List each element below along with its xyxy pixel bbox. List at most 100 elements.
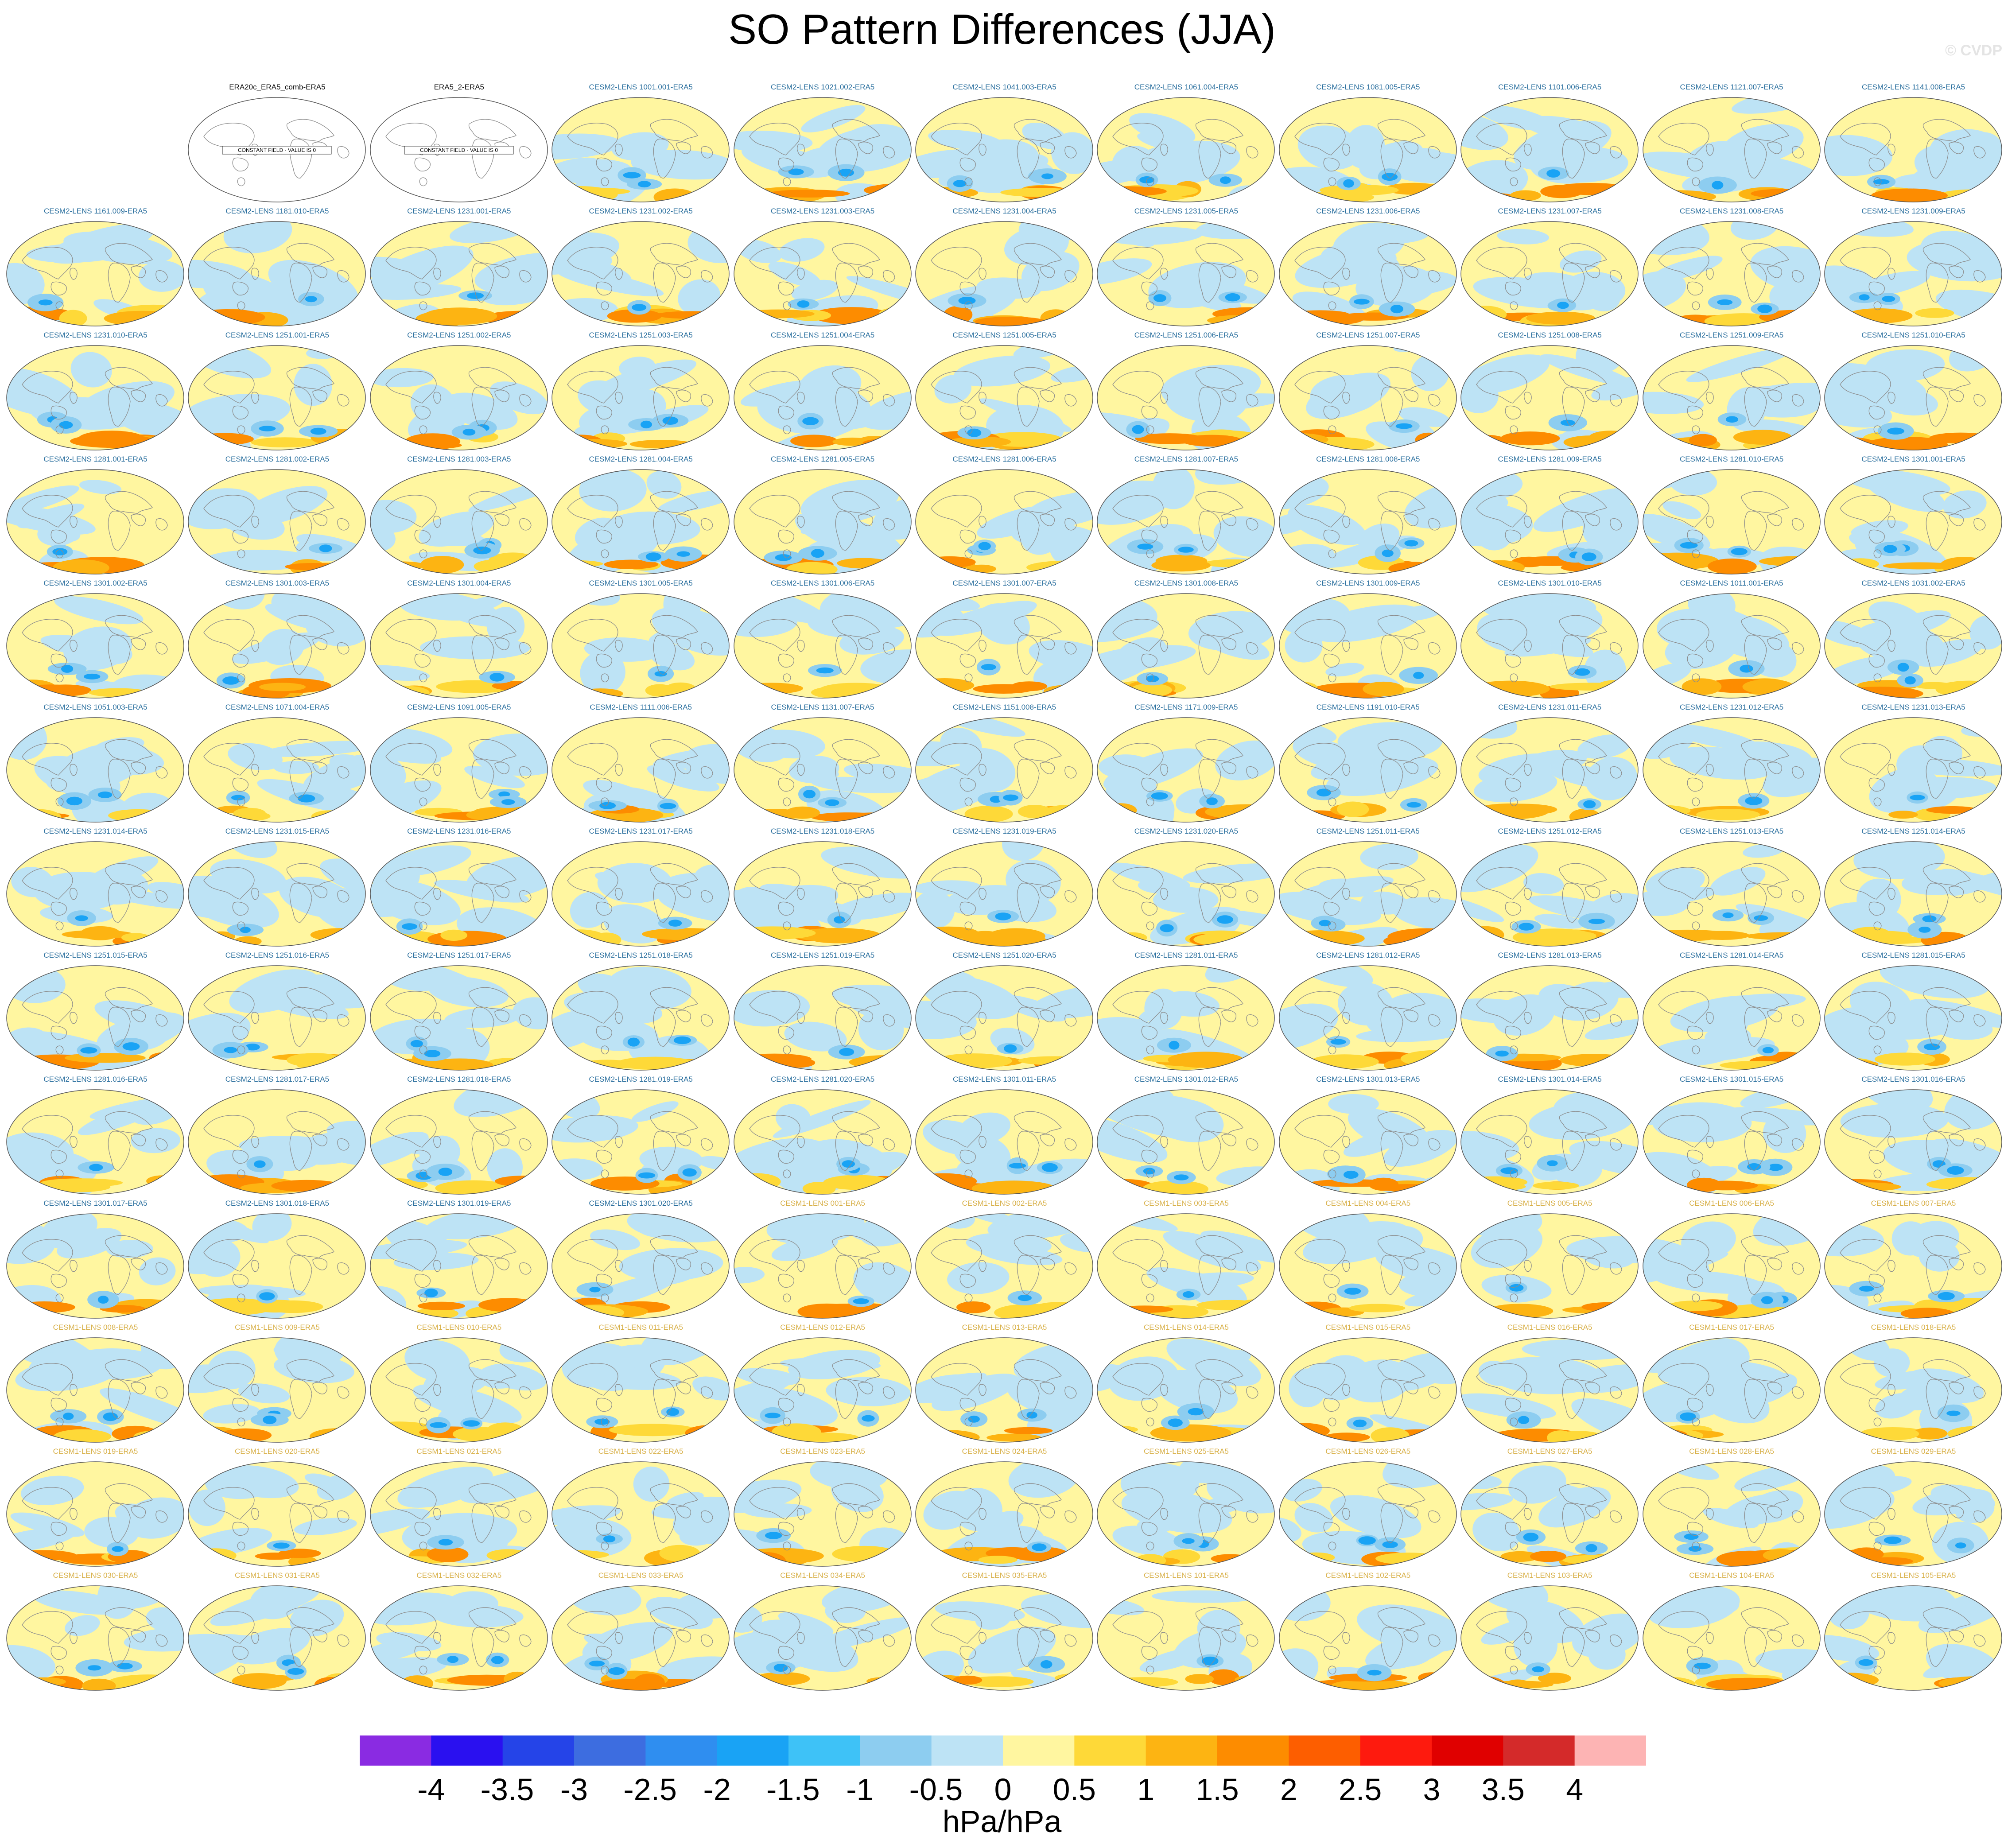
- anomaly-contour: [1572, 1613, 1639, 1658]
- panel-label: CESM2-LENS 1281.004-ERA5: [589, 455, 693, 463]
- map-panel: CESM2-LENS 1081.005-ERA5: [1277, 82, 1459, 207]
- continent-outline: [108, 759, 131, 799]
- continent-outline: [567, 1487, 618, 1520]
- colorbar-swatch: [788, 1735, 860, 1766]
- continent-outline: [1949, 1009, 1964, 1022]
- anomaly-contour: [7, 485, 79, 515]
- anomaly-contour: [423, 1367, 489, 1397]
- continent-outline: [70, 1632, 78, 1644]
- anomaly-contour: [1493, 594, 1596, 619]
- anomaly-contour: [1359, 776, 1405, 791]
- continent-outline: [1610, 766, 1622, 779]
- anomaly-contour: [978, 1556, 1018, 1564]
- anomaly-contour: [1475, 560, 1525, 574]
- map-panel: CESM2-LENS 1161.009-ERA5: [4, 206, 186, 331]
- continent-outline: [1658, 247, 1709, 280]
- anomaly-contour: [79, 480, 122, 494]
- map-panel: CESM2-LENS 1131.007-ERA5: [732, 703, 914, 827]
- continent-outline: [22, 495, 73, 528]
- anomaly-contour: [1912, 1427, 1948, 1440]
- anomaly-contour: [1547, 764, 1635, 790]
- continent-outline: [1887, 764, 1895, 776]
- continent-outline: [1687, 1273, 1703, 1288]
- continent-outline: [433, 1632, 441, 1644]
- map-border: [915, 1213, 1093, 1319]
- anomaly-contour: [995, 912, 1011, 920]
- continent-outline: [385, 991, 437, 1024]
- panel-label: CESM2-LENS 1251.014-ERA5: [1861, 827, 1965, 835]
- continent-outline: [419, 1293, 427, 1303]
- anomaly-contour: [1129, 113, 1196, 144]
- map-globe: [1460, 593, 1639, 699]
- continent-outline: [1926, 1131, 1949, 1171]
- anomaly-contour: [1183, 1291, 1195, 1298]
- continent-outline: [419, 177, 427, 186]
- map-globe: [1097, 469, 1275, 575]
- map-border: [6, 965, 184, 1071]
- anomaly-contour: [1018, 1056, 1091, 1065]
- continent-outline: [419, 921, 427, 931]
- continent-outline: [1840, 371, 1891, 404]
- continent-outline: [653, 635, 676, 675]
- panel-label: CESM1-LENS 005-ERA5: [1507, 1199, 1592, 1207]
- continent-outline: [1040, 1258, 1055, 1270]
- anomaly-contour: [734, 1479, 801, 1513]
- continent-outline: [233, 1646, 249, 1660]
- continent-outline: [519, 518, 532, 531]
- panel-label: CESM2-LENS 1251.017-ERA5: [407, 951, 511, 959]
- map-border: [1097, 345, 1275, 450]
- anomaly-contour: [1512, 928, 1596, 946]
- anomaly-contour: [1904, 676, 1916, 685]
- continent-outline: [858, 141, 873, 154]
- continent-outline: [1868, 1646, 1885, 1660]
- continent-outline: [1510, 1293, 1518, 1303]
- map-border: [370, 345, 548, 450]
- anomaly-contour: [1163, 1231, 1262, 1272]
- anomaly-contour: [1461, 1131, 1519, 1162]
- anomaly-contour: [1030, 984, 1093, 1019]
- continent-outline: [567, 495, 618, 528]
- anomaly-contour: [1292, 437, 1375, 450]
- anomaly-contour: [1358, 1536, 1376, 1545]
- continent-outline: [251, 1012, 260, 1024]
- continent-outline: [1840, 619, 1891, 652]
- map-panel: CESM2-LENS 1251.014-ERA5: [1822, 827, 2004, 951]
- map-globe: [188, 1213, 366, 1319]
- map-border: [1460, 469, 1639, 575]
- anomaly-contour: [1725, 416, 1738, 423]
- continent-outline: [433, 1508, 441, 1520]
- anomaly-contour: [1367, 1669, 1382, 1676]
- colorbar-swatch: [1074, 1735, 1146, 1766]
- map-border: [1460, 1337, 1639, 1443]
- anomaly-contour: [1169, 1040, 1180, 1050]
- anomaly-contour: [1004, 225, 1069, 265]
- anomaly-contour: [692, 1376, 730, 1401]
- continent-outline: [931, 247, 982, 280]
- map-globe: [1279, 717, 1457, 823]
- colorbar-tick-label: 0.5: [1052, 1772, 1096, 1807]
- map-panel: CESM1-LENS 020-ERA5: [186, 1447, 368, 1572]
- continent-outline: [615, 268, 623, 280]
- map-border: [551, 345, 730, 450]
- continent-outline: [1744, 1627, 1767, 1667]
- continent-outline: [858, 1009, 873, 1022]
- map-globe: [551, 717, 730, 823]
- map-panel: CESM2-LENS 1281.007-ERA5: [1095, 454, 1277, 579]
- anomaly-contour: [1582, 502, 1639, 548]
- panel-label: CESM2-LENS 1251.010-ERA5: [1861, 331, 1965, 339]
- anomaly-contour: [311, 427, 327, 435]
- map-border: [1279, 1461, 1457, 1567]
- anomaly-contour: [839, 1048, 854, 1056]
- colorbar-swatch: [502, 1735, 575, 1766]
- anomaly-contour: [1757, 304, 1772, 313]
- continent-outline: [471, 635, 494, 675]
- continent-outline: [494, 1009, 509, 1022]
- anomaly-contour: [478, 1298, 539, 1312]
- continent-outline: [1294, 1239, 1346, 1272]
- continent-outline: [1868, 1273, 1885, 1288]
- anomaly-contour: [1733, 430, 1792, 445]
- map-globe: [915, 1213, 1093, 1319]
- continent-outline: [1403, 513, 1418, 526]
- map-globe: [1824, 593, 2002, 699]
- continent-outline: [251, 392, 260, 404]
